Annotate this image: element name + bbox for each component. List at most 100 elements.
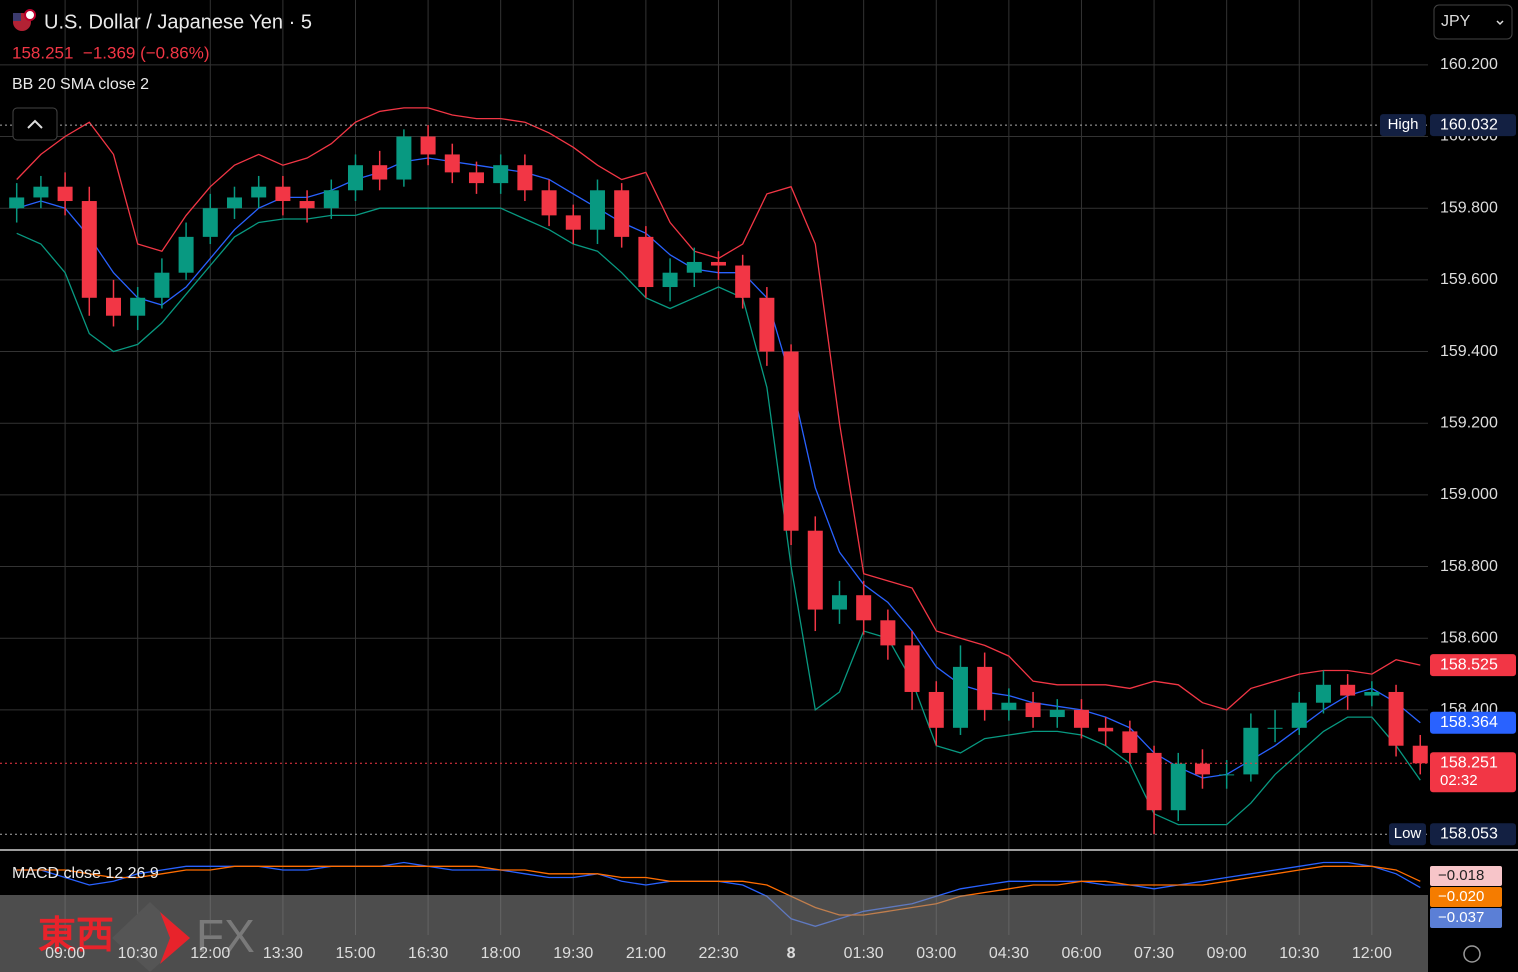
collapse-button[interactable] bbox=[12, 107, 58, 141]
quote: 158.251 −1.369 (−0.86%) bbox=[12, 43, 210, 62]
candle-body bbox=[856, 595, 872, 621]
currency-select[interactable] bbox=[1433, 4, 1513, 40]
marker-value: 160.032 bbox=[1440, 116, 1498, 133]
x-tick-label: 03:00 bbox=[916, 945, 956, 962]
candle-body bbox=[251, 186, 267, 198]
watermark-logo-accent bbox=[160, 912, 190, 964]
series-value: 158.364 bbox=[1440, 714, 1498, 731]
x-tick-label: 19:30 bbox=[553, 945, 593, 962]
candle-body bbox=[1001, 702, 1017, 710]
flag-jp bbox=[24, 9, 36, 21]
macd-value: −0.018 bbox=[1438, 867, 1484, 884]
y-tick-label: 159.800 bbox=[1440, 199, 1498, 216]
candle-body bbox=[1146, 752, 1162, 811]
candle-body bbox=[1049, 709, 1065, 718]
marker-tag: High bbox=[1388, 116, 1419, 133]
marker-value-box bbox=[1430, 114, 1516, 137]
flag-canton bbox=[13, 13, 21, 21]
macd-value-box bbox=[1430, 866, 1502, 886]
currency-label: JPY bbox=[1441, 13, 1471, 30]
candle-body bbox=[1219, 774, 1235, 776]
time-axis: 09:00 10:30 12:00 13:30 15:00 16:30 18:00 19:30… bbox=[45, 945, 1392, 962]
candle-body bbox=[686, 261, 702, 273]
candle-body bbox=[1267, 727, 1283, 729]
indicator-label: BB 20 SMA close 2 bbox=[12, 76, 149, 93]
last-price-box bbox=[1430, 752, 1516, 793]
x-tick-label: 10:30 bbox=[1279, 945, 1319, 962]
y-tick-label: 159.200 bbox=[1440, 414, 1498, 431]
header: U.S. Dollar / Japanese Yen · 5 158.251 −… bbox=[12, 4, 1513, 963]
marker-value: 158.053 bbox=[1440, 825, 1498, 842]
price-scale-labels: 158.400158.600158.800159.000159.200159.4… bbox=[1380, 56, 1516, 846]
macd-value-box bbox=[1430, 887, 1502, 907]
x-tick-label: 12:00 bbox=[190, 945, 230, 962]
macd-value: −0.037 bbox=[1438, 909, 1484, 926]
candle-body bbox=[541, 190, 557, 216]
candle-body bbox=[1412, 745, 1428, 764]
y-tick-label: 159.400 bbox=[1440, 343, 1498, 360]
y-tick-label: 159.600 bbox=[1440, 271, 1498, 288]
settings-icon[interactable] bbox=[1463, 945, 1481, 963]
candle-body bbox=[396, 136, 412, 180]
y-tick-label: 158.600 bbox=[1440, 629, 1498, 646]
currency-caret bbox=[1496, 20, 1504, 26]
candle-body bbox=[589, 190, 605, 230]
x-tick-label: 13:30 bbox=[263, 945, 303, 962]
watermark-overlay bbox=[0, 895, 1428, 972]
candle-body bbox=[1291, 702, 1307, 728]
countdown: 02:32 bbox=[1440, 772, 1478, 789]
candle-body bbox=[904, 645, 920, 692]
candle-body bbox=[1388, 691, 1404, 746]
candle-body bbox=[299, 201, 315, 209]
series-value-box bbox=[1430, 654, 1516, 677]
candle-body bbox=[347, 165, 363, 191]
candle-body bbox=[226, 197, 242, 209]
x-tick-label: 12:00 bbox=[1352, 945, 1392, 962]
candle-body bbox=[57, 186, 73, 202]
x-tick-label: 10:30 bbox=[118, 945, 158, 962]
marker-tag-box bbox=[1380, 114, 1426, 137]
symbol-title: U.S. Dollar / Japanese Yen · 5 bbox=[44, 11, 312, 33]
candle-body bbox=[1122, 731, 1138, 753]
x-tick-label: 22:30 bbox=[698, 945, 738, 962]
x-tick-label: 07:30 bbox=[1134, 945, 1174, 962]
candle-body bbox=[1243, 727, 1259, 775]
macd-line bbox=[16, 865, 1421, 916]
x-tick-label: 06:00 bbox=[1061, 945, 1101, 962]
candle-body bbox=[710, 261, 726, 266]
candle-body bbox=[735, 265, 751, 298]
x-tick-label: 09:00 bbox=[45, 945, 85, 962]
candle-body bbox=[468, 172, 484, 184]
candle-body bbox=[1170, 763, 1186, 811]
y-tick-label: 158.800 bbox=[1440, 558, 1498, 575]
marker-value-box bbox=[1430, 823, 1516, 846]
candle-body bbox=[1315, 684, 1331, 703]
macd-title: MACD close 12 26 9 bbox=[12, 865, 159, 882]
candle-body bbox=[323, 190, 339, 209]
marker-tag: Low bbox=[1394, 825, 1422, 842]
candle-body bbox=[1364, 691, 1380, 696]
watermark-right: FX bbox=[196, 910, 255, 962]
candle-body bbox=[1025, 702, 1041, 718]
candle-body bbox=[952, 666, 968, 728]
candle-body bbox=[420, 136, 436, 155]
candle-body bbox=[662, 272, 678, 288]
candle-body bbox=[831, 595, 847, 610]
candle-body bbox=[33, 186, 49, 198]
x-tick-label: 18:00 bbox=[481, 945, 521, 962]
candle-body bbox=[493, 165, 509, 184]
series-value-box bbox=[1430, 711, 1516, 734]
macd-value: −0.020 bbox=[1438, 888, 1484, 905]
x-tick-label: 16:30 bbox=[408, 945, 448, 962]
candle-body bbox=[807, 530, 823, 610]
candle-body bbox=[783, 351, 799, 531]
series-value: 158.525 bbox=[1440, 656, 1498, 673]
band-line bbox=[16, 207, 1421, 826]
candle-body bbox=[565, 215, 581, 230]
marker-tag-box bbox=[1389, 823, 1426, 846]
candle-body bbox=[614, 190, 630, 237]
last-price: 158.251 bbox=[1440, 754, 1498, 771]
y-tick-label: 159.000 bbox=[1440, 486, 1498, 503]
candle-body bbox=[444, 154, 460, 173]
